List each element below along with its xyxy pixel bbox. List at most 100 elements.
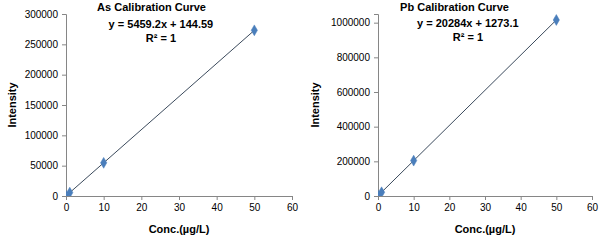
tick-label: 10 <box>99 202 111 213</box>
tick: 150000 <box>25 100 66 111</box>
tick: 800000 <box>337 52 378 63</box>
x-axis-title: Conc.(µg/L) <box>149 223 210 235</box>
tick-label: 60 <box>587 202 599 213</box>
tick: 0 <box>364 191 378 202</box>
tick-mark <box>374 23 378 24</box>
tick-label: 600000 <box>337 87 371 98</box>
tick: 1000000 <box>331 17 378 28</box>
x-axis-title: Conc.(µg/L) <box>455 223 516 235</box>
tick-label: 1000000 <box>331 17 370 28</box>
chart: 0 10 20 30 40 50 60 0 50000 100000 150000 200000 250… <box>6 1 298 235</box>
tick-label: 40 <box>516 202 528 213</box>
tick-mark <box>104 196 105 200</box>
tick: 10 <box>99 196 111 213</box>
tick-label: 10 <box>409 202 421 213</box>
tick: 50 <box>551 196 563 213</box>
tick-label: 400000 <box>337 121 371 132</box>
chart-title: Pb Calibration Curve <box>400 1 509 13</box>
tick: 30 <box>174 196 186 213</box>
tick-mark <box>292 196 293 200</box>
tick: 0 <box>64 196 70 213</box>
tick-mark <box>485 196 486 200</box>
tick-mark <box>62 135 66 136</box>
chart: 0 10 20 30 40 50 60 0 200000 400000 600000 800000 10… <box>309 1 598 235</box>
y-axis-title: Intensity <box>6 82 18 128</box>
tick: 20 <box>136 196 148 213</box>
chart-title: As Calibration Curve <box>97 1 206 13</box>
trend-line <box>378 20 556 196</box>
tick-label: 0 <box>364 191 370 202</box>
tick: 10 <box>409 196 421 213</box>
tick: 600000 <box>337 87 378 98</box>
trend-line <box>66 30 254 196</box>
tick-label: 100000 <box>25 130 59 141</box>
axis-line <box>374 15 379 197</box>
data-point <box>378 187 384 196</box>
tick-label: 800000 <box>337 52 371 63</box>
tick-label: 50 <box>551 202 563 213</box>
axis-line <box>67 197 293 201</box>
tick-mark <box>374 196 378 197</box>
tick-label: 200000 <box>337 156 371 167</box>
tick-label: 50000 <box>30 160 58 171</box>
tick-mark <box>556 196 557 200</box>
tick-mark <box>62 14 66 15</box>
tick: 200000 <box>337 156 378 167</box>
figure: 0 10 20 30 40 50 60 0 50000 100000 150000 200000 250… <box>0 0 606 249</box>
tick-mark <box>449 196 450 200</box>
tick: 300000 <box>25 9 66 20</box>
axis-line <box>62 15 67 197</box>
tick-label: 300000 <box>25 9 59 20</box>
tick: 100000 <box>25 130 66 141</box>
tick: 40 <box>212 196 224 213</box>
tick-label: 200000 <box>25 69 59 80</box>
tick-label: 250000 <box>25 39 59 50</box>
tick-mark <box>62 44 66 45</box>
data-point <box>411 155 417 166</box>
tick: 200000 <box>25 69 66 80</box>
tick-label: 20 <box>136 202 148 213</box>
equation-label: R² = 1 <box>453 31 483 43</box>
tick: 0 <box>52 191 66 202</box>
tick-mark <box>592 196 593 200</box>
tick-label: 30 <box>174 202 186 213</box>
tick-mark <box>62 166 66 167</box>
axis-line <box>379 197 593 201</box>
plot-area <box>378 15 559 196</box>
data-point <box>251 25 257 36</box>
tick-mark <box>374 92 378 93</box>
tick-label: 60 <box>287 202 299 213</box>
tick-mark <box>179 196 180 200</box>
tick: 400000 <box>337 121 378 132</box>
tick-mark <box>62 196 66 197</box>
equation-label: y = 5459.2x + 144.59 <box>109 18 214 30</box>
equation-label: y = 20284x + 1273.1 <box>417 17 519 29</box>
tick-label: 30 <box>480 202 492 213</box>
y-axis: 0 50000 100000 150000 200000 250000 300000 <box>25 9 67 202</box>
equation-label: R² = 1 <box>146 32 176 44</box>
data-point <box>67 187 73 196</box>
tick: 20 <box>444 196 456 213</box>
plot-area <box>66 25 257 196</box>
tick-label: 150000 <box>25 100 59 111</box>
tick: 250000 <box>25 39 66 50</box>
tick-mark <box>62 75 66 76</box>
tick-mark <box>521 196 522 200</box>
tick-mark <box>414 196 415 200</box>
y-axis-title: Intensity <box>309 82 321 128</box>
y-axis: 0 200000 400000 600000 800000 1000000 <box>331 15 378 202</box>
tick-mark <box>374 161 378 162</box>
tick: 60 <box>587 196 599 213</box>
tick: 50 <box>249 196 261 213</box>
tick: 50000 <box>30 160 66 171</box>
tick-label: 0 <box>376 202 382 213</box>
tick-label: 0 <box>64 202 70 213</box>
x-axis: 0 10 20 30 40 50 60 <box>64 196 299 213</box>
tick-mark <box>141 196 142 200</box>
tick-label: 20 <box>444 202 456 213</box>
tick-label: 50 <box>249 202 261 213</box>
tick-mark <box>254 196 255 200</box>
tick: 60 <box>287 196 299 213</box>
tick-mark <box>374 57 378 58</box>
tick-mark <box>217 196 218 200</box>
